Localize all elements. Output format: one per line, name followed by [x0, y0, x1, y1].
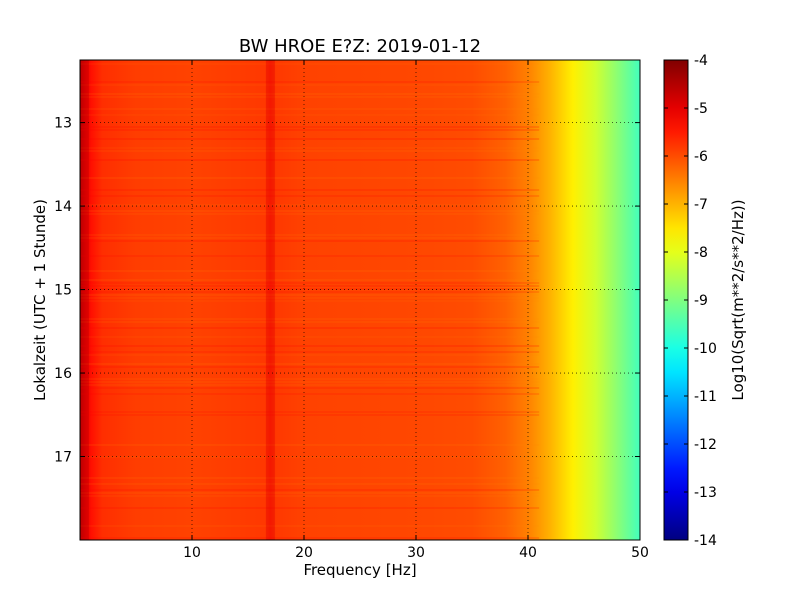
noise-band: [80, 384, 540, 386]
noise-band: [80, 351, 540, 353]
noise-band: [80, 126, 540, 128]
colorbar-tick-label: -11: [694, 389, 717, 405]
noise-band: [80, 366, 540, 368]
chart-title: BW HROE E?Z: 2019-01-12: [238, 36, 482, 57]
y-tick-label: 17: [54, 450, 72, 466]
noise-band: [80, 63, 540, 65]
noise-band: [80, 414, 540, 416]
noise-band: [80, 159, 540, 161]
noise-band: [80, 195, 540, 197]
noise-band: [80, 288, 540, 290]
colorbar-tick-label: -8: [694, 245, 708, 261]
noise-band: [80, 108, 540, 110]
noise-band: [80, 297, 540, 299]
noise-band: [80, 282, 540, 284]
colorbar-tick-label: -5: [694, 101, 708, 117]
y-axis-ticks: 13 14 15 16 17: [54, 116, 640, 466]
noise-band: [80, 318, 540, 320]
noise-band: [80, 507, 540, 509]
colorbar-ticks: -4 -5 -6 -7 -8 -9 -10 -11 -12 -13 -14: [664, 53, 717, 549]
noise-band: [80, 489, 540, 491]
noise-band: [80, 81, 540, 83]
noise-band: [80, 477, 540, 479]
noise-band: [80, 177, 540, 179]
y-tick-label: 14: [54, 199, 72, 215]
noise-band: [80, 300, 540, 302]
noise-band: [80, 444, 540, 446]
noise-band: [80, 96, 540, 98]
x-tick-label: 40: [519, 545, 537, 561]
noise-band: [80, 495, 540, 497]
colorbar-tick-label: -9: [694, 293, 708, 309]
colorbar-tick-label: -12: [694, 437, 717, 453]
noise-band: [80, 378, 540, 380]
noise-band: [80, 270, 540, 272]
noise-band: [80, 525, 540, 527]
noise-band: [80, 150, 540, 152]
x-axis-label: Frequency [Hz]: [303, 561, 417, 579]
noise-band: [80, 363, 540, 365]
noise-band: [80, 279, 540, 281]
noise-band: [80, 147, 540, 149]
lowfreq-column: [80, 60, 89, 540]
y-tick-label: 16: [54, 366, 72, 382]
noise-band: [80, 321, 540, 323]
colorbar-tick-label: -4: [694, 53, 708, 69]
noise-band: [80, 234, 540, 236]
colorbar-tick-label: -6: [694, 149, 708, 165]
noise-band: [80, 456, 540, 458]
colorbar-tick-label: -7: [694, 197, 708, 213]
noise-band: [80, 240, 540, 242]
y-tick-label: 13: [54, 116, 72, 132]
noise-band: [80, 210, 540, 212]
noise-band: [80, 255, 540, 257]
x-tick-label: 20: [295, 545, 313, 561]
noise-band: [80, 294, 540, 296]
noise-band: [80, 381, 540, 383]
noise-band: [80, 387, 540, 389]
noise-band: [80, 291, 540, 293]
noise-band: [80, 492, 540, 494]
noise-band: [80, 327, 540, 329]
noise-band: [80, 84, 540, 86]
noise-band: [80, 129, 540, 131]
noise-band: [80, 336, 540, 338]
heatmap-area: [80, 60, 640, 540]
noise-band: [80, 537, 540, 539]
line-17hz: [265, 60, 275, 540]
colorbar-tick-label: -10: [694, 341, 717, 357]
heatmap-bands: [80, 60, 540, 540]
x-tick-label: 30: [407, 545, 425, 561]
colorbar-tick-label: -13: [694, 485, 717, 501]
x-tick-label: 10: [183, 545, 201, 561]
y-tick-label: 15: [54, 283, 72, 299]
x-axis-ticks: 10 20 30 40 50: [183, 60, 649, 561]
noise-band: [80, 354, 540, 356]
colorbar-tick-label: -14: [694, 533, 717, 549]
plot-frame: [79, 59, 641, 541]
noise-band: [80, 204, 540, 206]
noise-band: [80, 93, 540, 95]
noise-band: [80, 213, 540, 215]
noise-band: [80, 114, 540, 116]
noise-band: [80, 411, 540, 413]
noise-band: [80, 189, 540, 191]
noise-band: [80, 285, 540, 287]
noise-band: [80, 345, 540, 347]
noise-band: [80, 138, 540, 140]
x-tick-label: 50: [631, 545, 649, 561]
noise-band: [80, 237, 540, 239]
noise-band: [80, 483, 540, 485]
noise-band: [80, 393, 540, 395]
